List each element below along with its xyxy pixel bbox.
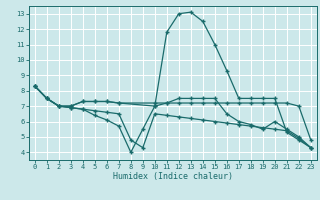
X-axis label: Humidex (Indice chaleur): Humidex (Indice chaleur) bbox=[113, 172, 233, 181]
